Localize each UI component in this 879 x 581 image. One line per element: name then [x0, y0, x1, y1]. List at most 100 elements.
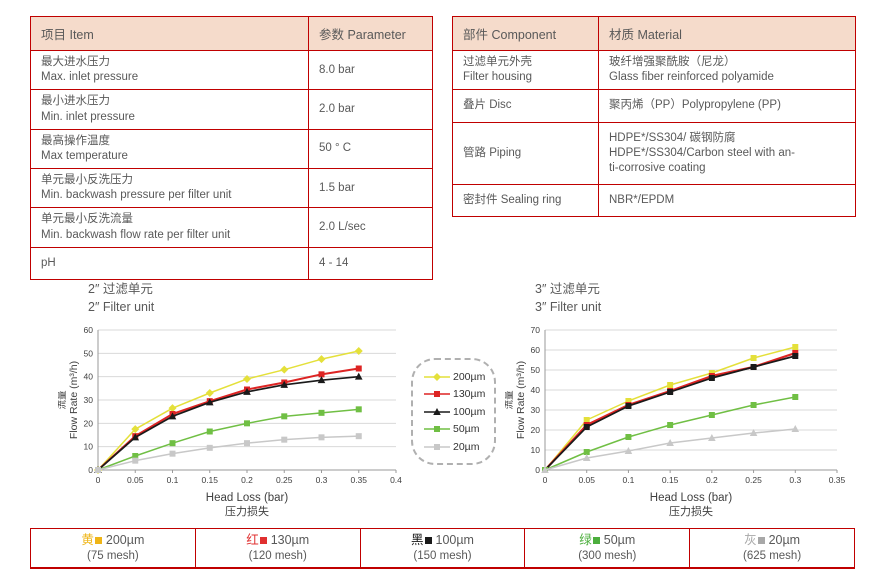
mesh-count-label: (300 mesh) — [578, 549, 637, 562]
series-marker — [792, 394, 799, 400]
series-marker — [318, 409, 325, 416]
spec-header-item: 项目 Item — [30, 16, 309, 51]
legend-marker-sample-100µm — [424, 407, 450, 415]
legend-item-label: 130µm — [453, 388, 486, 401]
spec-item-cell: 最小进水压力 Min. inlet pressure — [30, 89, 309, 130]
series-marker — [666, 439, 674, 446]
x-tick-label: 0.1 — [623, 475, 635, 485]
series-marker — [244, 440, 250, 447]
x-tick-label: 0.15 — [662, 475, 679, 485]
mesh-legend-line1: 红 130µm — [196, 532, 360, 549]
mesh-count-label: (120 mesh) — [248, 549, 307, 562]
material-component-line: 过滤单元外壳 — [463, 56, 532, 68]
spec-table: 项目 Item 参数 Parameter 最大进水压力 Max. inlet pr… — [30, 16, 433, 280]
material-material-line: NBR*/EPDM — [609, 194, 675, 207]
legend-marker-sample-200µm — [424, 372, 450, 381]
x-tick-label: 0.35 — [829, 475, 846, 485]
material-table-row: 管路 Piping HDPE*/SS304/ 碳钢防腐 HDPE*/SS304/Ca… — [452, 121, 856, 186]
series-marker — [317, 376, 326, 384]
mesh-size-label: 50µm — [603, 533, 636, 547]
mesh-color-name-cn: 黑 — [410, 533, 424, 547]
series-line-200µm — [97, 350, 359, 471]
spec-item-cn: 单元最小反洗压力 — [41, 174, 133, 187]
series-marker — [243, 375, 251, 383]
spec-table-row: 单元最小反洗流量 Min. backwash flow rate per filt… — [30, 207, 433, 248]
y-tick-label: 0 — [88, 465, 93, 475]
series-marker — [318, 434, 325, 441]
y-tick-label: 10 — [531, 445, 541, 455]
x-tick-label: 0.3 — [316, 475, 328, 485]
x-tick-label: 0.2 — [706, 475, 718, 485]
legend-item-label: 200µm — [453, 370, 486, 383]
mesh-legend-line1: 绿 50µm — [525, 532, 689, 549]
material-material-line: ti-corrosive coating — [609, 161, 706, 174]
series-marker — [280, 380, 289, 388]
x-tick-label: 0.2 — [241, 475, 253, 485]
spec-value-cell: 50 ° C — [308, 128, 433, 170]
legend-marker-sample-130µm — [424, 391, 450, 398]
material-component-line: Filter housing — [463, 71, 533, 84]
series-marker — [434, 443, 440, 450]
spec-header-parameter: 参数 Parameter — [308, 16, 433, 51]
y-tick-label: 50 — [84, 348, 94, 358]
series-marker — [433, 372, 441, 381]
material-table-row: 叠片 Disc 聚丙烯（PP）Polypropylene (PP) — [452, 89, 856, 123]
series-marker — [433, 407, 441, 415]
series-marker — [667, 422, 674, 428]
y-tick-label: 70 — [531, 325, 541, 335]
chart-2in-filter-unit: 2″ 过滤单元 2″ Filter unit 0 10 20 30 40 50 60 0 0.0… — [58, 281, 406, 523]
mesh-size-label: 20µm — [768, 533, 801, 547]
mesh-color-swatch — [259, 537, 267, 544]
material-component-line: 叠片 Disc — [463, 99, 512, 112]
spec-item-cn: 最小进水压力 — [41, 95, 110, 108]
y-tick-label: 50 — [531, 365, 541, 375]
chart-legend-item: 130µm — [424, 386, 494, 404]
series-line-100µm — [544, 355, 796, 471]
y-tick-label: 30 — [84, 395, 94, 405]
series-marker — [792, 344, 799, 350]
chart-3in-filter-unit: 3″ 过滤单元 3″ Filter unit 0 10 20 30 40 50 60 70 0 0… — [505, 281, 855, 523]
mesh-size-legend-bar: 黄 200µm (75 mesh) 红 130µm (120 mesh) 黑 100µm (15… — [30, 528, 855, 570]
x-tick-label: 0.25 — [276, 475, 293, 485]
spec-value-cell: 4 - 14 — [308, 246, 433, 280]
spec-table-row: 单元最小反洗压力 Min. backwash pressure per filte… — [30, 168, 433, 209]
series-marker — [750, 364, 757, 370]
legend-marker-sample-50µm — [424, 426, 450, 433]
series-marker — [244, 420, 250, 427]
chart-title-en: 3″ Filter unit — [535, 299, 602, 314]
material-component-cell: 过滤单元外壳 Filter housing — [452, 49, 599, 91]
series-marker — [205, 389, 214, 397]
mesh-count-label: (75 mesh) — [87, 549, 139, 562]
series-marker — [667, 389, 674, 395]
chart-title-cn: 3″ 过滤单元 — [535, 282, 600, 296]
y-axis-label-en: Flow Rate (m³/h) — [515, 361, 527, 439]
series-marker — [131, 425, 140, 434]
series-marker — [625, 434, 632, 440]
y-tick-label: 10 — [84, 442, 94, 452]
legend-item-label: 50µm — [453, 423, 480, 436]
mesh-count-label: (625 mesh) — [743, 549, 802, 562]
x-tick-label: 0 — [96, 475, 101, 485]
series-marker — [169, 440, 176, 447]
series-marker — [434, 426, 440, 433]
spec-value-cell: 2.0 L/sec — [308, 207, 433, 248]
y-tick-label: 40 — [531, 385, 541, 395]
series-marker — [791, 425, 800, 432]
series-marker — [169, 450, 176, 457]
series-marker — [750, 402, 757, 408]
spec-item-en: Max. inlet pressure — [41, 71, 139, 84]
material-material-line: Glass fiber reinforced polyamide — [609, 71, 774, 84]
legend-item-label: 20µm — [453, 440, 480, 453]
mesh-legend-cell: 绿 50µm (300 mesh) — [525, 529, 691, 568]
mesh-size-label: 200µm — [105, 533, 145, 547]
series-marker — [583, 449, 590, 455]
series-marker — [280, 365, 289, 374]
series-marker — [792, 353, 799, 359]
mesh-count-label: (150 mesh) — [413, 549, 472, 562]
series-marker — [206, 444, 213, 451]
y-axis-label-en: Flow Rate (m³/h) — [68, 361, 80, 439]
x-tick-label: 0 — [543, 475, 548, 485]
x-axis-label-en: Head Loss (bar) — [650, 492, 733, 504]
chart-title-cn: 2″ 过滤单元 — [88, 282, 153, 296]
series-marker — [583, 424, 590, 430]
